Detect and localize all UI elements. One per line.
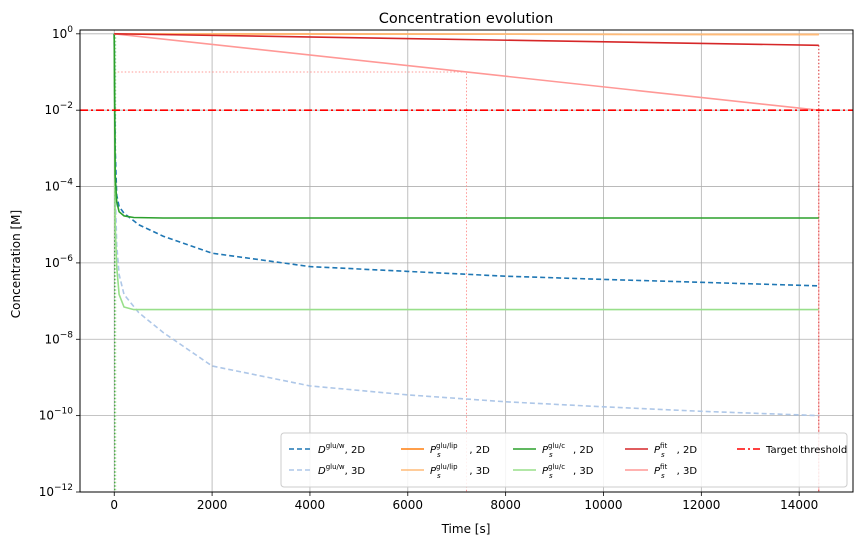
y-tick-label: 10−2: [44, 101, 73, 117]
legend-item-C3: Pglu/c s, 3D: [513, 463, 594, 480]
x-tick-label: 10000: [584, 498, 622, 512]
chart-title: Concentration evolution: [379, 11, 554, 27]
legend-label: Pglu/lip s, 3D: [430, 463, 490, 480]
legend-item-C2: Pglu/c s, 2D: [513, 442, 594, 459]
y-tick-label: 10−10: [39, 407, 74, 423]
plot-frame: [79, 29, 854, 493]
y-axis-label: Concentration [M]: [9, 210, 23, 318]
legend-label: Dglu/w, 3D: [318, 463, 365, 477]
reference-line: [114, 71, 467, 492]
legend-label: Pglu/c s, 2D: [542, 442, 594, 459]
x-tick-label: 4000: [295, 498, 326, 512]
legend-item-D2: Dglu/w, 2D: [289, 442, 365, 456]
legend-label: Pglu/c s, 3D: [542, 463, 594, 480]
y-axis-ticks: 100 10−2 10−4 10−6 10−8 10−10 10−12: [39, 25, 80, 499]
series-line-C3: [113, 33, 819, 311]
legend-item-F3: Pfit s, 3D: [625, 463, 697, 480]
series-line-D3: [113, 33, 819, 417]
grid: [80, 30, 853, 493]
x-tick-label: 0: [110, 498, 118, 512]
series-line-C2: [113, 33, 819, 219]
x-axis-ticks: 0 2000 4000 6000 8000 10000 12000 14000: [110, 492, 818, 512]
legend-item-F2: Pfit s, 2D: [625, 442, 697, 459]
legend-box: [280, 432, 848, 488]
x-tick-label: 6000: [393, 498, 424, 512]
y-tick-label: 10−12: [39, 483, 73, 499]
legend-item-D3: Dglu/w, 3D: [289, 463, 365, 477]
x-tick-label: 12000: [682, 498, 720, 512]
series-line-L3: [114, 33, 819, 36]
x-tick-label: 2000: [197, 498, 228, 512]
legend-label: Dglu/w, 2D: [318, 442, 365, 456]
reference-lines: [114, 33, 820, 492]
x-tick-label: 8000: [490, 498, 521, 512]
y-tick-label: 10−6: [44, 254, 73, 270]
series-line-F3: [114, 33, 819, 111]
legend-label: Pfit s, 3D: [654, 463, 697, 480]
series-lines: [80, 33, 853, 417]
legend-label: Pfit s, 2D: [654, 442, 697, 459]
series-line-F2: [114, 33, 819, 47]
legend: Dglu/w, 2D Dglu/w, 3D Pglu/lip s, 2D Pglu/li…: [280, 432, 848, 488]
legend-item-L2: Pglu/lip s, 2D: [401, 442, 490, 459]
legend-label: Pglu/lip s, 2D: [430, 442, 490, 459]
x-tick-label: 14000: [780, 498, 818, 512]
y-tick-label: 10−8: [44, 330, 73, 346]
legend-item-L3: Pglu/lip s, 3D: [401, 463, 490, 480]
y-tick-label: 100: [52, 25, 73, 41]
x-axis-label: Time [s]: [441, 522, 491, 536]
legend-item-T: Target threshold: [737, 445, 847, 456]
legend-label: Target threshold: [765, 445, 847, 456]
y-tick-label: 10−4: [44, 178, 73, 194]
